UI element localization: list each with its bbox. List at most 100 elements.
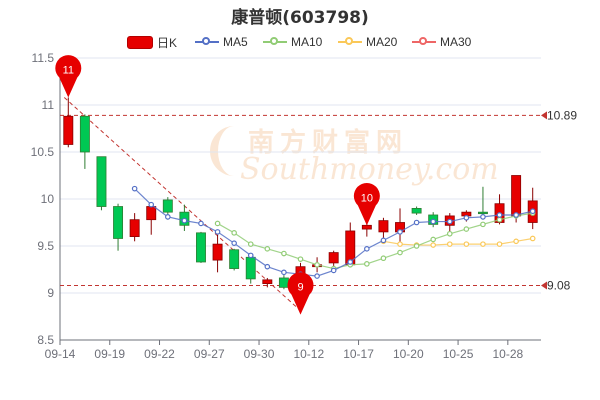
- x-tick-label: 09-22: [144, 347, 175, 361]
- ma5-point: [247, 252, 254, 259]
- max-marker-pin: [55, 55, 82, 98]
- legend-item-k[interactable]: 日K: [127, 33, 177, 51]
- ma10-point: [480, 221, 486, 228]
- ma5-point: [264, 263, 271, 270]
- ma5-point: [496, 212, 503, 218]
- ma5-point: [446, 218, 453, 225]
- ma10-point: [496, 216, 503, 223]
- y-tick-label: 10.5: [31, 145, 55, 159]
- candle-body: [129, 219, 140, 237]
- ma10-point: [214, 220, 221, 227]
- ma20-point: [496, 241, 503, 247]
- ma10-point: [446, 230, 453, 237]
- x-tick-label: 10-25: [443, 347, 474, 361]
- y-tick-label: 11.5: [32, 51, 55, 65]
- ma5-point: [347, 259, 354, 265]
- chart-title: 康普顿(603798): [231, 8, 369, 28]
- candle-body: [411, 207, 422, 214]
- x-tick-label: 09-30: [244, 347, 275, 361]
- mid-marker-pin: [353, 182, 380, 226]
- ma5-point: [231, 240, 237, 246]
- ma20-point: [463, 241, 470, 247]
- candle-body: [63, 115, 74, 145]
- legend-item-ma20[interactable]: MA20: [338, 33, 397, 51]
- ma10-point: [264, 246, 271, 252]
- max-marker: 11: [55, 55, 82, 98]
- ma10-point: [364, 261, 370, 267]
- x-tick-label: 09-27: [194, 347, 225, 361]
- legend-k-label: 日K: [157, 35, 178, 50]
- mid-marker-label: 10: [361, 192, 373, 204]
- upper-reference-arrow: [541, 111, 547, 120]
- legend-item-ma10[interactable]: MA10: [263, 33, 322, 51]
- candle-body: [113, 206, 124, 239]
- lower-reference-label: 9.08: [547, 278, 571, 292]
- ma5-point: [165, 214, 171, 220]
- ma10-point: [430, 236, 436, 243]
- candle-body: [278, 277, 289, 288]
- y-tick-label: 11: [42, 98, 55, 112]
- upper-reference-label: 10.89: [547, 108, 577, 122]
- legend-item-ma30[interactable]: MA30: [412, 33, 471, 51]
- legend-k-swatch: [127, 35, 153, 49]
- x-tick-label: 09-19: [94, 347, 125, 361]
- ma5-point: [397, 229, 403, 235]
- candle-body: [96, 156, 107, 207]
- ma5-point: [513, 212, 519, 218]
- candle-body: [245, 256, 256, 280]
- ma5-point: [364, 246, 370, 252]
- y-tick-label: 10: [41, 192, 55, 206]
- candle-body: [162, 199, 173, 213]
- legend-ma30-swatch: [412, 36, 436, 48]
- min-marker-label: 9: [297, 282, 303, 294]
- ma5-point: [198, 220, 204, 227]
- ma5-point: [131, 185, 138, 192]
- ma20-point: [480, 241, 486, 247]
- legend-item-ma5[interactable]: MA5: [195, 33, 248, 51]
- candle-body: [328, 252, 339, 264]
- min-marker: 9: [287, 272, 314, 315]
- y-tick-label: 9.5: [37, 239, 54, 253]
- x-tick-label: 09-14: [45, 347, 76, 361]
- ma5-point: [463, 215, 470, 221]
- legend-ma5-label: MA5: [223, 35, 248, 49]
- candle-body: [229, 249, 240, 269]
- lower-reference-arrow: [541, 281, 547, 290]
- ma5-point: [380, 237, 387, 244]
- ma10-point: [413, 243, 420, 249]
- ma5-point: [529, 208, 536, 215]
- mid-marker: 10: [353, 182, 380, 226]
- ma10-point: [247, 241, 254, 247]
- legend-ma20-label: MA20: [366, 35, 398, 49]
- ma5-point: [148, 201, 155, 208]
- ma20-point: [430, 242, 436, 248]
- legend-ma10-label: MA10: [291, 35, 323, 49]
- ma10-point: [297, 256, 304, 262]
- ma10-line: [217, 212, 533, 270]
- ma20-line: [383, 237, 533, 246]
- x-tick-label: 10-28: [492, 347, 523, 361]
- y-tick-label: 9: [47, 286, 54, 300]
- candle-body: [146, 206, 157, 221]
- ma5-point: [330, 267, 337, 274]
- ma10-point: [314, 261, 320, 268]
- min-marker-pin: [287, 272, 314, 315]
- ma5-point: [281, 269, 287, 276]
- legend-ma5-swatch: [195, 36, 219, 48]
- x-tick-label: 10-12: [293, 347, 324, 361]
- candle-body: [79, 115, 90, 153]
- ma10-point: [463, 226, 470, 232]
- ma5-point: [181, 217, 188, 224]
- ma5-point: [480, 214, 486, 220]
- ma20-point: [529, 235, 536, 242]
- ma10-point: [380, 255, 387, 262]
- legend-ma30-label: MA30: [440, 35, 472, 49]
- legend-ma10-swatch: [263, 36, 287, 48]
- ma5-point: [214, 229, 221, 235]
- ma10-point: [281, 250, 287, 257]
- ma10-point: [397, 249, 403, 256]
- y-tick-label: 8.5: [37, 333, 54, 347]
- candle-body: [196, 232, 206, 263]
- ma5-point: [413, 219, 420, 226]
- candle-body: [511, 175, 522, 217]
